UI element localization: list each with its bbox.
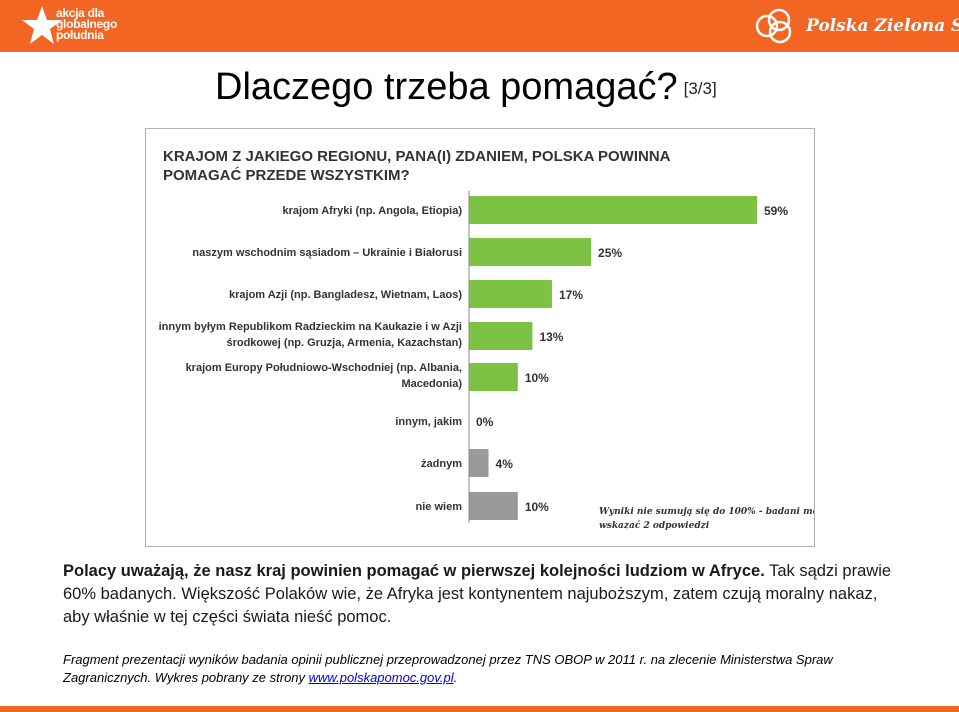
chart-container: KRAJOM Z JAKIEGO REGIONU, PANA(I) ZDANIE… (145, 128, 815, 547)
footer-bar (0, 706, 959, 712)
category-label: innym, jakim (395, 416, 462, 428)
category-label: nie wiem (416, 501, 463, 513)
source-link[interactable]: www.polskapomoc.gov.pl (308, 670, 454, 685)
category-label: krajom Europy Południowo-Wschodniej (np.… (186, 362, 462, 374)
star-icon (22, 6, 62, 44)
chart-note: wskazać 2 odpowiedzi (599, 520, 710, 531)
category-label: naszym wschodnim sąsiadom – Ukrainie i B… (192, 247, 462, 259)
bar (469, 280, 552, 308)
page-title: Dlaczego trzeba pomagać? [3/3] (215, 66, 717, 109)
category-label: Macedonia) (401, 378, 462, 390)
logo-right-text: Polska Zielona Sieć (806, 16, 959, 36)
source-text: Fragment prezentacji wyników badania opi… (63, 652, 833, 685)
bar (469, 363, 518, 391)
title-main: Dlaczego trzeba pomagać? (215, 66, 678, 108)
bar (469, 449, 489, 477)
value-label: 0% (476, 415, 494, 429)
description-bold: Polacy uważają, że nasz kraj powinien po… (63, 562, 765, 580)
rings-icon (755, 8, 792, 44)
value-label: 59% (764, 204, 788, 218)
category-label: żadnym (421, 458, 462, 470)
value-label: 10% (525, 500, 549, 514)
value-label: 17% (559, 288, 583, 302)
value-label: 10% (525, 371, 549, 385)
category-label: środkowej (np. Gruzja, Armenia, Kazachst… (226, 337, 462, 349)
description: Polacy uważają, że nasz kraj powinien po… (63, 560, 903, 629)
source-end: . (453, 670, 458, 685)
value-label: 4% (496, 457, 514, 471)
source-note: Fragment prezentacji wyników badania opi… (63, 651, 923, 687)
logo-akcja[interactable]: akcja dla globalnego południa (22, 4, 142, 48)
chart-title-line: POMAGAĆ PRZEDE WSZYSTKIM? (163, 166, 410, 184)
bar (469, 322, 533, 350)
chart-title-line: KRAJOM Z JAKIEGO REGIONU, PANA(I) ZDANIE… (163, 148, 671, 165)
category-label: innym byłym Republikom Radzieckim na Kau… (159, 321, 462, 333)
logo-left-text: akcja dla globalnego południa (56, 6, 117, 42)
bar-chart: KRAJOM Z JAKIEGO REGIONU, PANA(I) ZDANIE… (159, 148, 814, 531)
bar (469, 492, 518, 520)
value-label: 13% (539, 330, 563, 344)
description-rest: Tak sądzi prawie 60% badanych. Większość… (63, 562, 892, 626)
title-sub: [3/3] (683, 78, 717, 98)
value-label: 25% (598, 246, 622, 260)
logo-polska-zielona-siec[interactable]: Polska Zielona Sieć (752, 6, 959, 46)
category-label: krajom Afryki (np. Angola, Etiopia) (283, 205, 463, 217)
header-bar: akcja dla globalnego południa Polska Zie… (0, 0, 959, 52)
category-label: krajom Azji (np. Bangladesz, Wietnam, La… (229, 289, 462, 301)
bar (469, 238, 592, 266)
bar (469, 196, 757, 224)
chart-note: Wyniki nie sumują się do 100% - badani m… (599, 507, 814, 517)
